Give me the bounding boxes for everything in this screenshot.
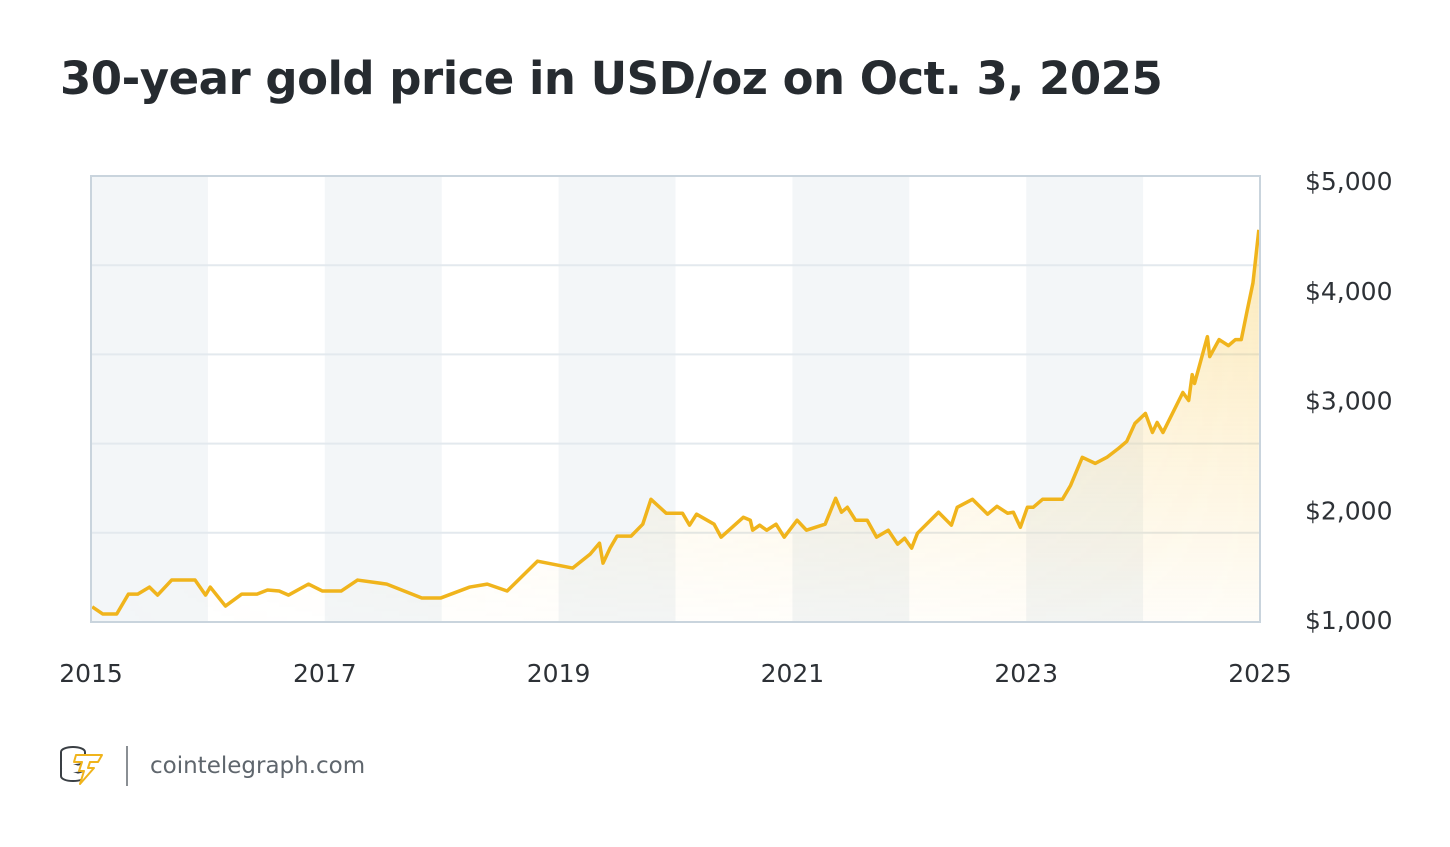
y-tick-label: $4,000: [1305, 277, 1392, 306]
x-tick-label: 2021: [761, 659, 825, 688]
brand-url: cointelegraph.com: [150, 753, 366, 779]
plot-border: [90, 175, 1261, 623]
y-tick-label: $5,000: [1305, 167, 1392, 196]
price-area-fill: [92, 229, 1259, 622]
x-tick-label: 2023: [994, 659, 1058, 688]
year-band: [91, 176, 208, 622]
x-tick-label: 2025: [1228, 659, 1292, 688]
x-tick-label: 2015: [59, 659, 123, 688]
x-tick-label: 2017: [293, 659, 357, 688]
chart-title: 30-year gold price in USD/oz on Oct. 3, …: [60, 52, 1163, 105]
x-tick-label: 2019: [527, 659, 591, 688]
coin-stack-lightning-icon: [58, 743, 104, 790]
year-band: [324, 176, 442, 622]
y-tick-label: $2,000: [1305, 496, 1392, 525]
y-tick-label: $3,000: [1305, 387, 1392, 416]
y-tick-label: $1,000: [1305, 606, 1392, 635]
footer: cointelegraph.com: [58, 745, 365, 787]
footer-divider: [126, 746, 128, 786]
price-line: [91, 229, 1261, 616]
